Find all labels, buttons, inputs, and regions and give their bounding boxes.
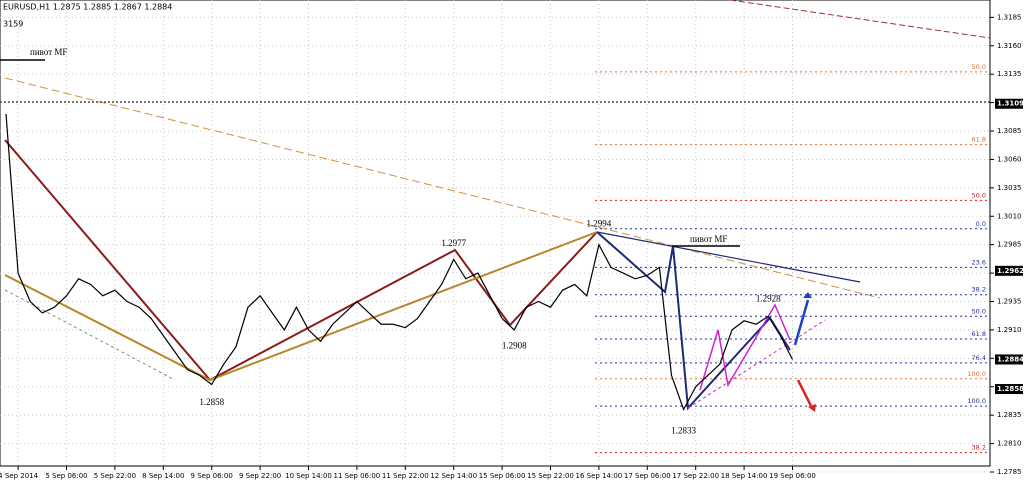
- fib-label: 50.0: [972, 307, 986, 315]
- fib-label: 61.8: [972, 136, 986, 144]
- fib-label: 61.8: [972, 330, 986, 338]
- grid: [0, 0, 990, 473]
- swing-label: 1.2833: [671, 426, 696, 436]
- x-tick-label: 18 Sep 14:00: [721, 472, 768, 480]
- y-tick-label: 1.3035: [997, 184, 1022, 192]
- price-box-label: 1.2858: [997, 385, 1024, 393]
- fib-label: 50.0: [972, 191, 986, 199]
- y-tick-label: 1.3085: [997, 127, 1022, 135]
- trend-line: [729, 0, 991, 39]
- x-tick-label: 4 Sep 2014: [0, 472, 39, 480]
- price-box: [995, 98, 1023, 109]
- fib-label: 100.0: [967, 397, 986, 405]
- y-tick-label: 1.2935: [997, 298, 1022, 306]
- x-tick-label: 11 Sep 06:00: [334, 472, 381, 480]
- y-tick-label: 1.3185: [997, 13, 1022, 21]
- price-box-label: 1.3109: [997, 100, 1024, 108]
- arrow-down: [796, 379, 814, 409]
- x-tick-label: 10 Sep 14:00: [285, 472, 332, 480]
- arrow-up: [803, 292, 812, 298]
- price-box-label: 1.2962: [997, 267, 1024, 275]
- x-tick-label: 12 Sep 14:00: [430, 472, 477, 480]
- y-tick-label: 1.3135: [997, 70, 1022, 78]
- trend-line: [4, 77, 881, 299]
- drawings: [0, 0, 991, 412]
- y-tick-label: 1.2810: [997, 440, 1022, 448]
- y-tick-label: 1.2835: [997, 411, 1022, 419]
- arrow-down: [808, 404, 816, 412]
- y-tick-label: 1.2785: [997, 468, 1022, 476]
- y-tick-label: 1.2910: [997, 326, 1022, 334]
- x-tick-label: 9 Sep 22:00: [239, 472, 281, 480]
- y-tick-label: 1.3060: [997, 155, 1022, 163]
- price-box: [995, 384, 1023, 395]
- fib-label: 38.2: [972, 444, 986, 452]
- price-box: [995, 265, 1023, 276]
- fib-label: 50.0: [972, 63, 986, 71]
- fib-label: 23.6: [972, 258, 986, 266]
- trend-line: [596, 231, 861, 283]
- pattern: [699, 303, 791, 391]
- x-tick-label: 17 Sep 22:00: [672, 472, 719, 480]
- x-tick-label: 16 Sep 14:00: [576, 472, 623, 480]
- fib-label: 38.2: [972, 286, 986, 294]
- zigzag: [4, 231, 598, 382]
- price-line: [5, 113, 794, 411]
- y-tick-label: 1.3010: [997, 212, 1022, 220]
- x-tick-label: 11 Sep 22:00: [382, 472, 429, 480]
- x-tick-label: 19 Sep 06:00: [769, 472, 816, 480]
- zigzag: [4, 139, 598, 382]
- x-tick-label: 8 Sep 14:00: [142, 472, 184, 480]
- chart-title: EURUSD,H1 1.2875 1.2885 1.2867 1.2884: [3, 3, 172, 12]
- note: пивот MF: [30, 47, 67, 57]
- x-tick-label: 9 Sep 06:00: [191, 472, 233, 480]
- x-tick-label: 17 Sep 06:00: [624, 472, 671, 480]
- subtitle: 3159: [3, 20, 23, 29]
- swing-label: 1.2908: [502, 340, 527, 350]
- x-tick-label: 5 Sep 06:00: [45, 472, 87, 480]
- arrow-up: [793, 299, 810, 346]
- swing-label: 1.2994: [587, 219, 612, 229]
- y-tick-label: 1.2985: [997, 241, 1022, 249]
- fib-label: 0.0: [976, 220, 986, 228]
- price-box-label: 1.2884: [997, 355, 1024, 363]
- fib-label: 76.4: [972, 354, 986, 362]
- y-tick-label: 1.3160: [997, 42, 1022, 50]
- price-box: [995, 354, 1023, 365]
- plot-frame: [0, 0, 991, 467]
- note: пивот MF: [690, 234, 727, 244]
- levels: 50.0 61.8 50.0 0.0 23.6 38.2 50.0 61.8 76.4 100.0…: [595, 63, 990, 454]
- x-tick-label: 15 Sep 06:00: [479, 472, 526, 480]
- x-tick-label: 5 Sep 22:00: [94, 472, 136, 480]
- fib-label: 100.0: [967, 370, 986, 378]
- swing-label: 1.2858: [199, 397, 224, 407]
- swing-label: 1.2928: [756, 294, 781, 304]
- swing-label: 1.2977: [441, 238, 466, 248]
- x-tick-label: 15 Sep 22:00: [527, 472, 574, 480]
